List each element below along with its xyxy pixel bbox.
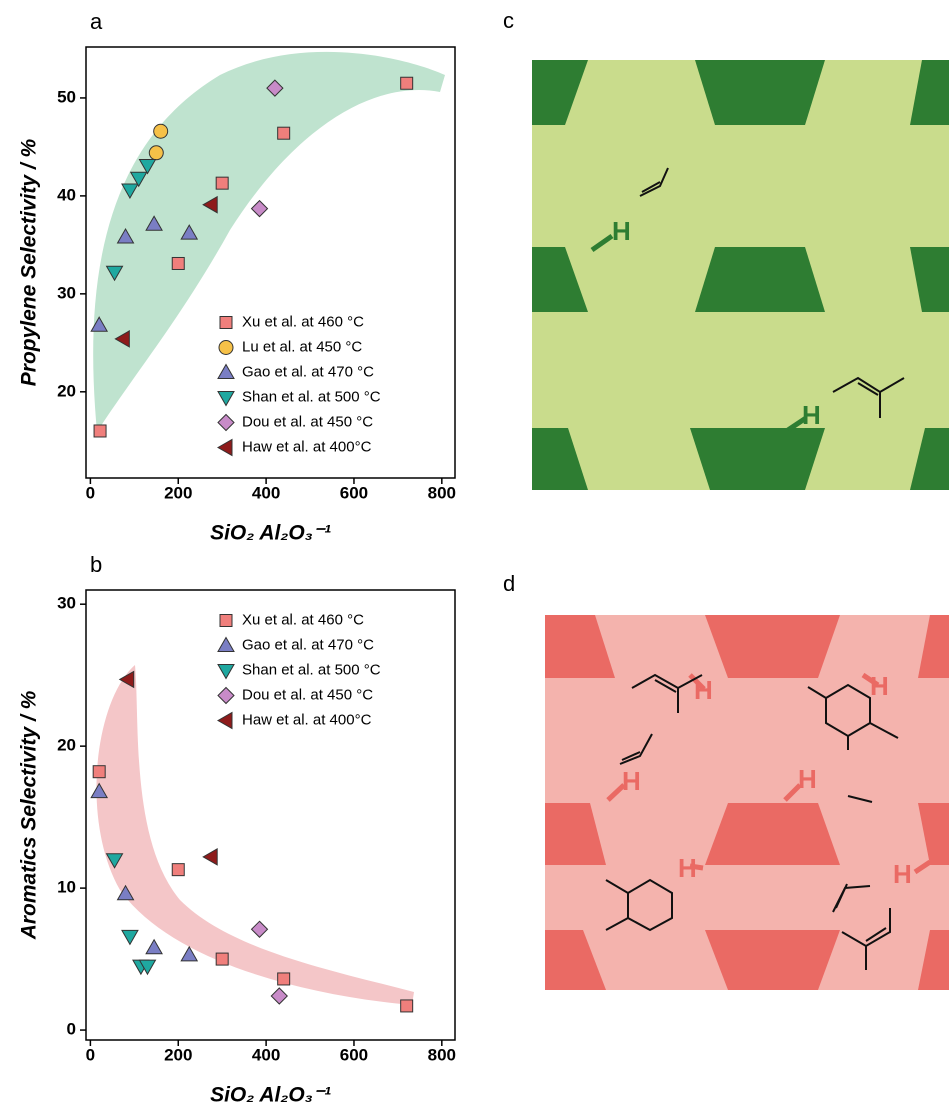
legend-label: Shan et al. at 500 °C	[242, 388, 381, 405]
y-tick-label: 0	[67, 1020, 76, 1039]
x-tick-label: 600	[340, 1045, 368, 1064]
legend-label: Dou et al. at 450 °C	[242, 413, 373, 430]
y-tick-label: 30	[57, 594, 76, 613]
x-tick-label: 400	[252, 1045, 280, 1064]
y-axis-title: Propylene Selectivity / %	[18, 138, 41, 386]
legend-label: Shan et al. at 500 °C	[242, 661, 381, 678]
x-axis-title: SiO₂ Al₂O₃⁻¹	[210, 522, 331, 545]
legend-marker	[218, 688, 234, 704]
y-tick-label: 20	[57, 736, 76, 755]
h-label: H	[870, 671, 889, 701]
panel-label: d	[503, 571, 515, 596]
data-point	[94, 425, 106, 437]
x-tick-label: 800	[428, 483, 456, 502]
data-point	[252, 201, 268, 217]
data-point	[216, 953, 228, 965]
x-tick-label: 0	[86, 1045, 95, 1064]
panel-c: c H H	[503, 8, 949, 490]
h-label: H	[798, 764, 817, 794]
legend-marker	[220, 615, 232, 627]
h-label: H	[802, 400, 821, 430]
legend-label: Gao et al. at 470 °C	[242, 636, 374, 653]
figure: c H H d	[0, 0, 949, 1108]
x-tick-label: 400	[252, 483, 280, 502]
legend-label: Haw et al. at 400°C	[242, 711, 372, 728]
legend-label: Gao et al. at 470 °C	[242, 363, 374, 380]
legend-marker	[218, 365, 234, 379]
data-point	[216, 177, 228, 189]
legend-marker	[218, 392, 234, 406]
data-point	[146, 940, 162, 954]
h-label: H	[612, 216, 631, 246]
data-point	[149, 146, 163, 160]
data-point	[278, 973, 290, 985]
x-tick-label: 800	[428, 1045, 456, 1064]
legend-label: Dou et al. at 450 °C	[242, 686, 373, 703]
data-point	[271, 988, 287, 1004]
data-point	[278, 127, 290, 139]
legend-label: Xu et al. at 460 °C	[242, 313, 364, 330]
h-label: H	[893, 859, 912, 889]
y-tick-label: 50	[57, 87, 76, 106]
panel-d: d H H H H H H H	[503, 571, 949, 990]
data-point	[252, 921, 268, 937]
legend-label: Xu et al. at 460 °C	[242, 611, 364, 628]
h-label: H	[814, 927, 833, 957]
x-tick-label: 600	[340, 483, 368, 502]
y-tick-label: 40	[57, 185, 76, 204]
x-tick-label: 0	[86, 483, 95, 502]
panel-label: a	[90, 9, 103, 34]
x-axis-title: SiO₂ Al₂O₃⁻¹	[210, 1084, 331, 1107]
legend-marker	[219, 341, 233, 355]
legend-marker	[218, 440, 232, 456]
x-tick-label: 200	[164, 483, 192, 502]
legend-marker	[218, 713, 232, 729]
data-point	[203, 849, 217, 865]
x-tick-label: 200	[164, 1045, 192, 1064]
legend-marker	[218, 665, 234, 679]
data-point	[122, 930, 138, 944]
y-tick-label: 20	[57, 381, 76, 400]
legend-marker	[218, 415, 234, 431]
legend-marker	[218, 638, 234, 652]
data-point	[172, 257, 184, 269]
data-point	[172, 864, 184, 876]
y-tick-label: 30	[57, 283, 76, 302]
y-axis-title: Aromatics Selectivity / %	[18, 690, 41, 940]
h-label: H	[694, 675, 713, 705]
y-tick-label: 10	[57, 878, 76, 897]
h-label: H	[622, 766, 641, 796]
data-point	[93, 766, 105, 778]
legend-label: Lu et al. at 450 °C	[242, 338, 362, 355]
h-label: H	[678, 853, 697, 883]
data-point	[401, 1000, 413, 1012]
data-point	[154, 124, 168, 138]
legend-marker	[220, 317, 232, 329]
data-point	[401, 77, 413, 89]
panel-label: b	[90, 552, 102, 577]
legend-label: Haw et al. at 400°C	[242, 438, 372, 455]
panel-label: c	[503, 8, 514, 33]
